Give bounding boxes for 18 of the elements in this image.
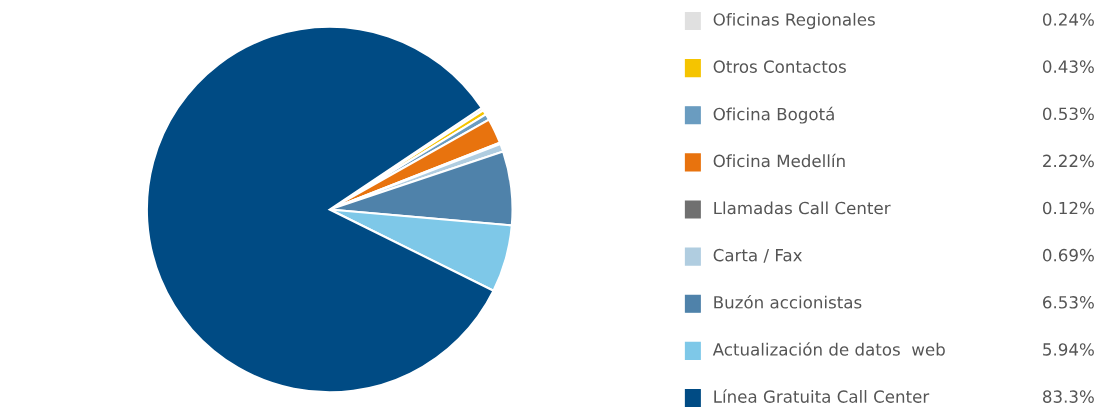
legend-label: Otros Contactos [713,60,846,73]
data-label: 0.69% [1042,248,1094,262]
data-label: 0.24% [1042,13,1094,26]
data-label: 6.53% [1043,296,1094,309]
legend-label: Carta / Fax [713,248,802,263]
data-label: 0.43% [1042,60,1094,73]
data-label: 2.22% [1043,154,1094,168]
data-label: 0.53% [1042,107,1094,121]
data-label: 5.94% [1043,343,1094,356]
legend-label: Oficinas Regionales [713,12,875,30]
legend-label: Actualización de datos web [712,342,945,356]
legend-label: Oficina Medellín [713,153,845,168]
legend-label: Buzón accionistas [714,295,862,309]
legend-label: Línea Gratuita Call Center [714,389,930,403]
legend-label: Oficina Bogotá [713,106,834,124]
data-label: 0.12% [1042,201,1094,215]
data-label: 83.3% [1043,390,1094,403]
legend-label: Llamadas Call Center [714,201,891,215]
